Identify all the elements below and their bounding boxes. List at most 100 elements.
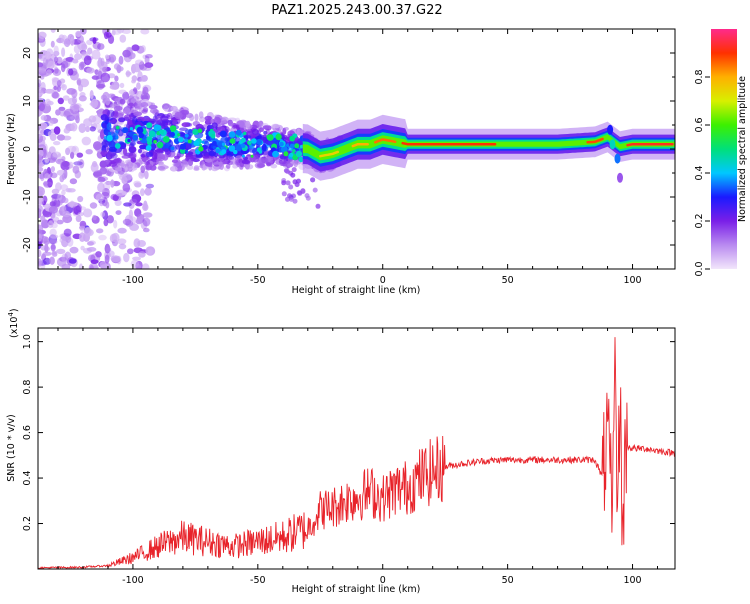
heatmap-cell xyxy=(206,135,211,140)
heatmap-cell xyxy=(122,218,132,226)
heatmap-cell xyxy=(83,208,93,218)
heatmap-cell xyxy=(227,120,234,127)
heatmap-cell xyxy=(47,131,53,137)
heatmap-cell xyxy=(609,139,616,150)
heatmap-cell xyxy=(192,128,199,135)
heatmap-cell xyxy=(89,126,97,132)
heatmap-cell xyxy=(157,166,166,171)
heatmap-cell xyxy=(127,248,134,255)
heatmap-cell xyxy=(95,123,102,131)
heatmap-cell xyxy=(208,150,217,157)
y-tick-label: -10 xyxy=(22,189,33,205)
heatmap-cell xyxy=(104,54,110,60)
heatmap-cell xyxy=(275,133,282,141)
colorbar-tick-label: 0.4 xyxy=(694,165,705,180)
heatmap-cell xyxy=(57,85,61,92)
heatmap-cell xyxy=(119,82,125,89)
colorbar xyxy=(711,29,737,269)
heatmap-cell xyxy=(47,60,55,69)
heatmap-cell xyxy=(52,151,61,158)
heatmap-cell xyxy=(133,180,141,187)
heatmap-cell xyxy=(141,109,148,114)
heatmap-cell xyxy=(97,182,105,193)
heatmap-cell xyxy=(179,143,186,150)
heatmap-cell xyxy=(98,234,107,241)
heatmap-cell xyxy=(49,256,55,265)
heatmap-cell xyxy=(38,233,42,242)
heatmap-cell xyxy=(256,138,263,145)
heatmap-cell xyxy=(112,194,119,201)
heatmap-cell xyxy=(142,217,151,227)
heatmap-cell xyxy=(141,263,150,269)
heatmap-cell xyxy=(102,66,108,73)
heatmap-cell xyxy=(119,98,126,105)
heatmap-cell xyxy=(193,140,200,147)
heatmap-cell xyxy=(92,214,97,221)
heatmap-cell xyxy=(614,153,621,164)
heatmap-cell xyxy=(125,70,131,78)
heatmap-cell xyxy=(250,154,254,158)
heatmap-cell xyxy=(38,154,42,164)
heatmap-cell xyxy=(53,56,59,63)
heatmap-cell xyxy=(91,49,101,60)
heatmap-cell xyxy=(69,178,78,185)
heatmap-cell xyxy=(111,118,117,124)
heatmap-cell xyxy=(63,127,70,134)
heatmap-cell xyxy=(169,125,177,132)
heatmap-cell xyxy=(180,132,185,137)
x-tick-label: 50 xyxy=(502,275,514,286)
heatmap-cell xyxy=(178,137,184,143)
heatmap-cell xyxy=(48,206,59,214)
heatmap-cell xyxy=(278,159,287,165)
heatmap-cell xyxy=(118,55,124,65)
heatmap-cell xyxy=(315,203,321,209)
heatmap-cell xyxy=(92,37,97,44)
heatmap-cell xyxy=(108,146,118,153)
heatmap-cell xyxy=(123,252,130,263)
heatmap-cell xyxy=(53,199,61,208)
snr-scale-base: (x10 xyxy=(9,317,20,338)
heatmap-cell xyxy=(243,156,248,161)
heatmap-cell xyxy=(89,90,94,100)
heatmap-cell xyxy=(110,179,115,188)
heatmap-cell xyxy=(45,51,52,60)
heatmap-cell xyxy=(62,95,70,101)
heatmap-cell xyxy=(48,120,54,126)
heatmap-cell xyxy=(138,171,145,179)
heatmap-cell xyxy=(89,202,98,209)
heatmap-cell xyxy=(218,161,223,167)
heatmap-cell xyxy=(111,232,120,243)
y-tick-label: 1.0 xyxy=(22,334,33,349)
heatmap-cell xyxy=(77,195,84,203)
heatmap-cell xyxy=(283,151,289,157)
heatmap-cell xyxy=(38,70,47,75)
heatmap-cell xyxy=(248,140,252,145)
heatmap-cell xyxy=(113,63,121,70)
heatmap-cell xyxy=(126,161,134,169)
heatmap-cell xyxy=(135,59,144,65)
heatmap-cell xyxy=(186,164,194,170)
heatmap-cell xyxy=(224,137,230,142)
heatmap-cell xyxy=(51,188,60,195)
heatmap-cell xyxy=(105,201,110,209)
heatmap-cell xyxy=(134,263,142,269)
heatmap-cell xyxy=(129,198,138,204)
heatmap-cell xyxy=(76,79,82,86)
heatmap-cell xyxy=(108,161,118,167)
heatmap-cell xyxy=(228,131,236,138)
heatmap-cell xyxy=(153,124,161,132)
heatmap-cell xyxy=(185,143,191,150)
heatmap-cell xyxy=(38,103,45,111)
colorbar-tick-label: 0.6 xyxy=(694,117,705,132)
heatmap-cell xyxy=(270,163,278,169)
heatmap-cell xyxy=(146,136,153,143)
heatmap-cell xyxy=(121,29,131,34)
colorbar-tick-label: 0.0 xyxy=(694,261,705,276)
heatmap-cell xyxy=(240,137,246,143)
heatmap-cell xyxy=(280,145,288,153)
heatmap-cell xyxy=(205,118,211,124)
heatmap-cell xyxy=(135,202,143,207)
heatmap-cell xyxy=(96,80,105,90)
heatmap-cell xyxy=(607,124,614,135)
